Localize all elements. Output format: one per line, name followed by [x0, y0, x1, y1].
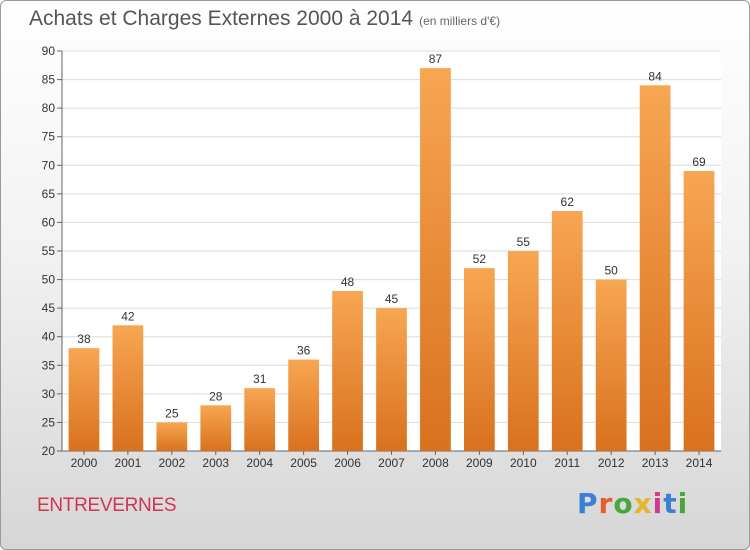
y-tick-label: 85 — [42, 73, 56, 87]
title-text: Achats et Charges Externes 2000 à 2014 — [29, 7, 414, 30]
data-label-2006: 48 — [341, 275, 355, 289]
data-label-2014: 69 — [692, 155, 706, 169]
data-label-2005: 36 — [297, 344, 311, 358]
data-label-2002: 25 — [165, 406, 179, 420]
data-label-2003: 28 — [209, 389, 223, 403]
data-label-2004: 31 — [253, 372, 267, 386]
x-tick-label-2006: 2006 — [334, 456, 361, 470]
logo-letter: i — [652, 487, 664, 520]
logo-letter: x — [633, 487, 653, 520]
bar-2013[interactable] — [639, 85, 671, 452]
bar-2011[interactable] — [551, 211, 583, 451]
data-label-2013: 84 — [648, 69, 662, 83]
bar-2004[interactable] — [244, 388, 276, 451]
x-tick-label-2005: 2005 — [290, 456, 317, 470]
x-tick-label-2010: 2010 — [510, 456, 537, 470]
logo-letter: P — [577, 487, 599, 520]
data-label-2000: 38 — [77, 332, 91, 346]
y-tick-label: 35 — [42, 358, 56, 372]
x-tick-label-2008: 2008 — [422, 456, 449, 470]
x-tick-label-2012: 2012 — [598, 456, 625, 470]
data-label-2007: 45 — [385, 292, 399, 306]
bar-2000[interactable] — [68, 348, 100, 451]
x-tick-label-2007: 2007 — [378, 456, 405, 470]
bar-2010[interactable] — [507, 251, 539, 451]
x-tick-label-2013: 2013 — [642, 456, 669, 470]
logo-letter: o — [613, 487, 634, 520]
logo-letter: i — [677, 487, 689, 520]
data-label-2010: 55 — [517, 235, 531, 249]
data-label-2012: 50 — [604, 264, 618, 278]
commune-name: ENTREVERNES — [37, 495, 177, 516]
data-label-2009: 52 — [473, 252, 487, 266]
proxiti-logo[interactable]: Proxiti — [577, 487, 688, 520]
x-tick-label-2009: 2009 — [466, 456, 493, 470]
x-tick-label-2002: 2002 — [158, 456, 185, 470]
y-tick-label: 30 — [42, 387, 56, 401]
x-tick-label-2003: 2003 — [202, 456, 229, 470]
logo-letter: t — [663, 487, 678, 520]
y-tick-label: 65 — [42, 187, 56, 201]
data-label-2001: 42 — [121, 309, 135, 323]
bar-2009[interactable] — [463, 268, 495, 451]
data-label-2008: 87 — [429, 52, 443, 66]
y-tick-label: 25 — [42, 415, 56, 429]
y-tick-label: 90 — [42, 44, 56, 58]
bar-2007[interactable] — [376, 308, 407, 451]
y-tick-label: 55 — [42, 244, 56, 258]
title-unit: (en milliers d'€) — [419, 14, 501, 28]
y-tick-label: 50 — [42, 273, 56, 287]
bar-2001[interactable] — [112, 325, 144, 451]
y-tick-label: 80 — [42, 101, 56, 115]
bar-2014[interactable] — [683, 171, 715, 451]
bar-2005[interactable] — [288, 359, 320, 451]
x-tick-label-2001: 2001 — [115, 456, 142, 470]
x-tick-label-2011: 2011 — [554, 456, 580, 470]
bar-2006[interactable] — [332, 291, 363, 451]
y-tick-label: 45 — [42, 301, 56, 315]
x-tick-label-2004: 2004 — [246, 456, 273, 470]
bar-2003[interactable] — [200, 405, 232, 451]
x-tick-label-2014: 2014 — [686, 456, 713, 470]
y-tick-label: 70 — [42, 158, 56, 172]
bar-2002[interactable] — [156, 422, 188, 451]
x-tick-label-2000: 2000 — [71, 456, 98, 470]
chart-title: Achats et Charges Externes 2000 à 2014 (e… — [29, 7, 500, 31]
y-tick-label: 75 — [42, 130, 56, 144]
y-tick-label: 60 — [42, 215, 56, 229]
y-tick-label: 20 — [42, 444, 56, 458]
bar-2008[interactable] — [420, 68, 451, 452]
data-label-2011: 62 — [561, 195, 575, 209]
bar-2012[interactable] — [595, 279, 627, 451]
logo-letter: r — [598, 487, 614, 520]
y-tick-label: 40 — [42, 330, 56, 344]
